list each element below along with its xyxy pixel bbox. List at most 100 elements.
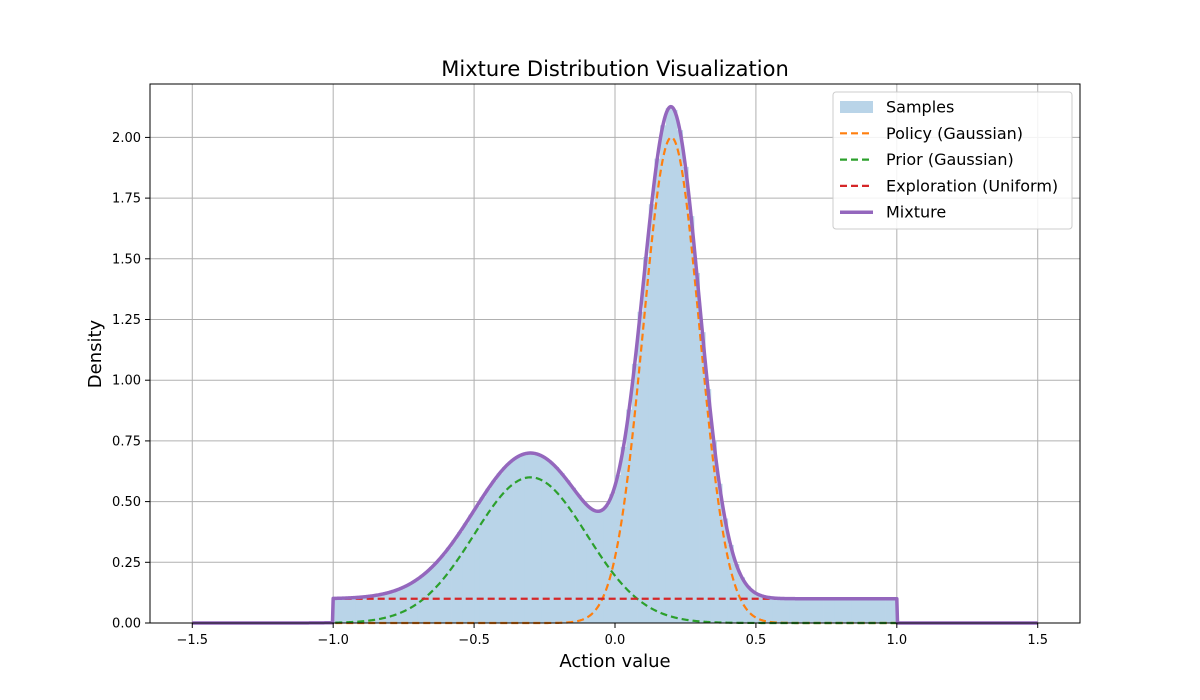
legend-swatch — [840, 101, 873, 113]
histogram-bar — [631, 363, 638, 623]
legend-label: Exploration (Uniform) — [886, 176, 1058, 195]
x-tick-label: −0.5 — [458, 633, 490, 648]
legend: Samples Policy (Gaussian) Prior (Gaussian)… — [832, 91, 1073, 230]
histogram-bar — [716, 483, 723, 623]
legend-label: Samples — [886, 98, 954, 117]
histogram-bar — [846, 598, 853, 623]
y-tick-label: 1.50 — [112, 252, 141, 267]
histogram-bar — [615, 475, 622, 623]
histogram-bar — [829, 598, 836, 623]
histogram-samples — [333, 108, 898, 624]
histogram-bar — [406, 584, 413, 623]
histogram-bar — [750, 591, 757, 623]
y-tick-label: 0.75 — [112, 434, 141, 449]
histogram-bar — [378, 594, 385, 623]
histogram-bar — [479, 497, 486, 623]
histogram-bar — [592, 510, 599, 623]
histogram-bar — [863, 598, 870, 623]
histogram-bar — [519, 454, 526, 623]
histogram-bar — [857, 598, 864, 623]
histogram-bar — [851, 598, 858, 623]
mixture-line — [191, 104, 1039, 625]
histogram-bar — [840, 598, 847, 623]
histogram-bar — [389, 591, 396, 623]
histogram-bar — [879, 598, 886, 623]
histogram-bar — [491, 480, 498, 623]
histogram-bar — [564, 480, 571, 623]
histogram-bar — [806, 598, 813, 623]
histogram-bar — [795, 598, 802, 623]
histogram-bar — [868, 598, 875, 623]
histogram-bar — [637, 311, 644, 623]
y-tick-label: 0.25 — [112, 556, 141, 571]
histogram-bar — [891, 598, 898, 623]
legend-box — [832, 91, 1073, 230]
y-tick-label: 0.50 — [112, 495, 141, 510]
x-tick-label: −1.0 — [317, 633, 349, 648]
histogram-bar — [350, 597, 357, 623]
histogram-bar — [468, 514, 475, 623]
histogram-bar — [586, 507, 593, 623]
legend-label: Mixture — [886, 203, 946, 222]
histogram-bar — [355, 597, 362, 623]
histogram-bar — [817, 598, 824, 623]
histogram-bar — [885, 598, 892, 623]
histogram-bar — [671, 109, 678, 624]
histogram-bar — [677, 130, 684, 623]
histogram-bar — [412, 580, 419, 623]
chart-title: Mixture Distribution Visualization — [441, 57, 789, 81]
histogram-bar — [767, 597, 774, 623]
histogram-bar — [541, 457, 548, 623]
histogram-bar — [474, 505, 481, 623]
histogram-bar — [558, 473, 565, 623]
histogram-bar — [665, 108, 672, 624]
histogram-bar — [524, 453, 531, 623]
histogram-bar — [395, 589, 402, 623]
histogram-bar — [530, 453, 537, 623]
y-axis-label: Density — [85, 319, 106, 388]
histogram-bar — [513, 457, 520, 623]
histogram-bar — [338, 598, 345, 623]
x-tick-label: 0.0 — [605, 633, 626, 648]
histogram-bar — [598, 510, 605, 623]
histogram-bar — [801, 598, 808, 623]
histogram-bar — [581, 501, 588, 623]
histogram-bar — [367, 596, 374, 623]
histogram-bar — [445, 547, 452, 623]
histogram-bar — [429, 567, 436, 623]
histogram-bar — [660, 125, 667, 623]
histogram-bar — [609, 494, 616, 623]
legend-label: Policy (Gaussian) — [886, 124, 1023, 143]
histogram-bar — [502, 467, 509, 623]
x-axis-label: Action value — [559, 651, 670, 672]
histogram-bar — [361, 596, 368, 623]
y-tick-label: 1.75 — [112, 192, 141, 207]
histogram-bar — [682, 166, 689, 624]
histogram-bar — [755, 594, 762, 623]
legend-label: Prior (Gaussian) — [886, 150, 1014, 169]
histogram-bar — [434, 561, 441, 623]
histogram-bar — [823, 598, 830, 623]
y-tick-label: 0.00 — [112, 617, 141, 632]
histogram-bar — [457, 532, 464, 623]
histogram-bar — [496, 473, 503, 623]
histogram-bar — [705, 389, 712, 623]
histogram-bar — [536, 454, 543, 623]
histogram-bar — [553, 466, 560, 623]
histogram-bar — [874, 598, 881, 623]
histogram-bar — [812, 598, 819, 623]
histogram-bar — [575, 495, 582, 623]
histogram-bar — [733, 564, 740, 623]
histogram-bar — [333, 598, 340, 623]
histogram-bar — [451, 540, 458, 623]
histogram-bar — [547, 461, 554, 623]
histogram-bar — [778, 598, 785, 623]
histogram-bar — [834, 598, 841, 623]
histogram-bar — [440, 554, 447, 623]
histogram-bar — [626, 409, 633, 623]
histogram-bar — [569, 487, 576, 623]
histogram-bar — [789, 598, 796, 623]
histogram-bar — [462, 523, 469, 623]
histogram-bar — [620, 446, 627, 623]
